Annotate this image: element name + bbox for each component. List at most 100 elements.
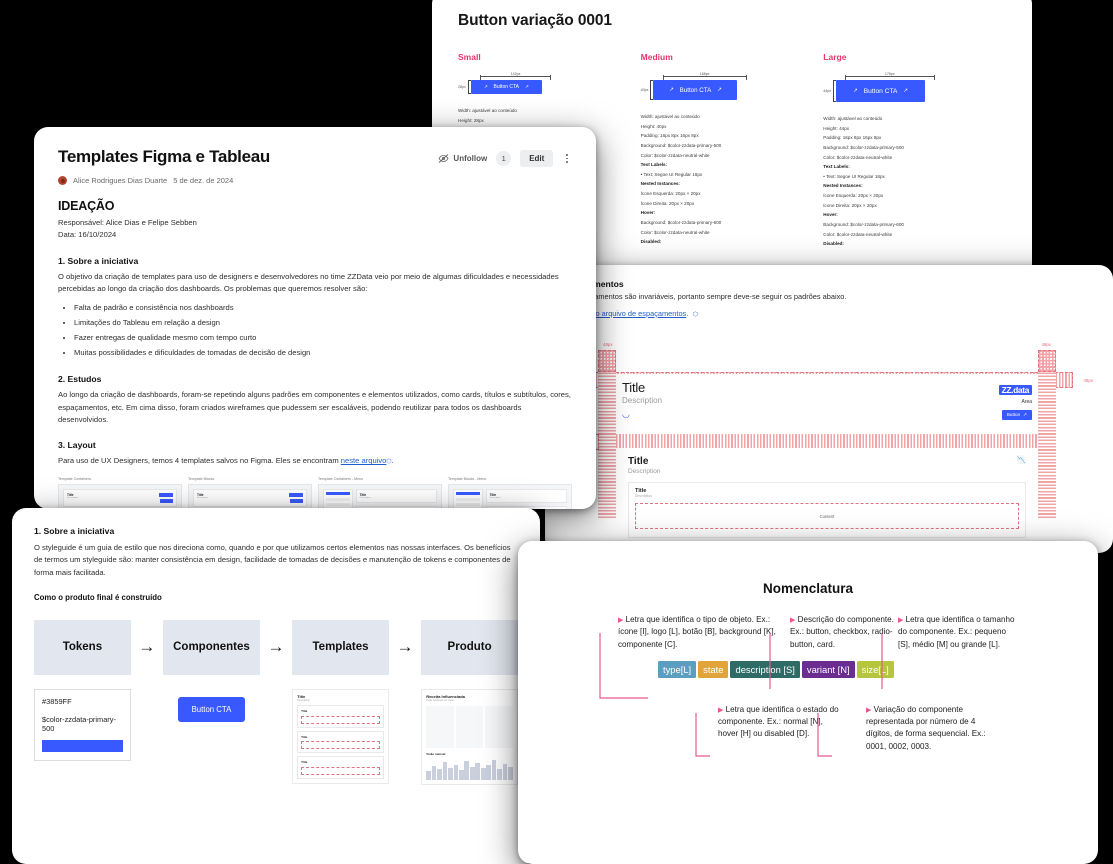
- spec-item: Width: ajustável ao conteúdo: [823, 116, 883, 121]
- template-thumbnail[interactable]: Template Blocks Title Description: [188, 477, 312, 509]
- arrow-up-right-icon: ↗: [669, 87, 674, 93]
- button-cta-large-label: Button CTA: [863, 87, 898, 95]
- heading-sobre-iniciativa: 1. Sobre a iniciativa: [34, 526, 115, 536]
- spec-item: Height: 40px: [640, 123, 667, 129]
- flow-step-label: Templates: [292, 619, 389, 675]
- mini-sidebar: [323, 488, 353, 509]
- dashboard-panel: [426, 705, 454, 748]
- chip-description: description [S]: [730, 660, 800, 678]
- page-title: Templates Figma e Tableau: [58, 147, 270, 166]
- mini-title: Title: [359, 492, 367, 497]
- thumbnail-body: Title Description: [188, 483, 312, 509]
- spec-item: Ícone Direita: 20px × 20px: [640, 200, 695, 206]
- paragraph-layout: Para uso de UX Designers, temos 4 templa…: [58, 455, 572, 468]
- arrow-right-icon: ▶: [718, 706, 724, 714]
- note-size: ▶ Letra que identifica o tamanho do comp…: [898, 614, 1018, 651]
- nomenclature-chip-row: type[L] state description [S] variant [N…: [540, 660, 1076, 678]
- button-cta-sample[interactable]: Button CTA: [177, 696, 246, 722]
- flow-step-templates: Templates Title Description Title Title: [292, 619, 389, 784]
- dashboard-subtitle: Visão detalhada por canal: [426, 698, 454, 702]
- mini-title: Title: [297, 693, 306, 699]
- dashboard-panel: [485, 705, 513, 748]
- spec-heading: Text Labels:: [640, 162, 668, 168]
- card-header: Templates Figma e Tableau Unfollow 1: [58, 147, 572, 167]
- spec-list-medium: Width: ajustável ao conteúdo Height: 40p…: [641, 112, 814, 247]
- espacamentos-heading: Espaçamentos: [563, 279, 1095, 289]
- figma-archive-link[interactable]: neste arquivo: [340, 456, 387, 466]
- unfollow-button[interactable]: Unfollow: [438, 154, 487, 163]
- template-thumbnail-row: Template Containers Title Description Co…: [58, 477, 572, 509]
- follow-count-badge[interactable]: 1: [496, 151, 512, 166]
- template-thumbnail[interactable]: Template Containers Title Description Co…: [58, 477, 182, 509]
- filter-icon[interactable]: ◡: [622, 409, 630, 419]
- thumbnail-caption: Template Containers - Menu: [318, 476, 364, 481]
- espacamentos-link[interactable]: Link para o arquivo de espaçamentos: [563, 309, 687, 318]
- flow-step-componentes: Componentes Button CTA: [163, 619, 260, 722]
- spec-heading: Text Labels:: [823, 164, 850, 170]
- arrow-up-right-icon: ↗: [1023, 411, 1027, 417]
- area-label: Area: [1021, 399, 1032, 405]
- spec-item: Padding: 16px 8px 16px 8px: [823, 135, 882, 141]
- mini-title: Title: [301, 760, 308, 765]
- wireframe-content-slot: Content: [635, 503, 1019, 529]
- spec-heading: Disabled:: [640, 239, 662, 245]
- size-label-small: Small: [458, 52, 481, 62]
- thumbnail-body: Title Description: [448, 483, 572, 509]
- publish-date: 5 de dez. de 2024: [173, 176, 234, 185]
- thumbnail-caption: Template Containers: [58, 476, 91, 481]
- mini-content-slot: [301, 715, 380, 724]
- note-variant-text: Variação do componente representada por …: [866, 704, 986, 751]
- button-cta-small[interactable]: ↗ Button CTA ↗: [470, 80, 542, 94]
- button-cta-large[interactable]: ↗ Button CTA ↗: [836, 80, 926, 102]
- width-measure-large: 176px: [884, 72, 895, 76]
- paragraph-layout-pre: Para uso de UX Designers, temos 4 templa…: [58, 456, 341, 466]
- button-demo-small: 142px 28px ↗ Button CTA ↗: [458, 72, 631, 94]
- spec-item: Ícone Esquerda: 20px × 20px: [640, 191, 701, 197]
- mini-title: Title: [301, 734, 308, 739]
- button-size-columns: Small 142px 28px ↗: [458, 52, 1006, 249]
- button-column-large: Large 176px 44px ↗: [823, 52, 1006, 249]
- width-measure-small: 142px: [510, 72, 521, 76]
- edit-button[interactable]: Edit: [520, 150, 554, 167]
- mini-title: Title: [301, 709, 308, 714]
- telas-label: Telas: [563, 333, 1095, 342]
- arrow-up-right-icon: ↗: [717, 87, 722, 93]
- paragraph-estudos: Ao longo da criação de dashboards, foram…: [58, 390, 571, 424]
- size-label-medium: Medium: [640, 52, 673, 62]
- mini-desc: Description: [197, 497, 208, 500]
- template-thumbnail[interactable]: Template Containers - Menu Title: [318, 477, 442, 509]
- trend-chart-icon: 📉: [1017, 457, 1026, 464]
- spec-item: Color: $color-zzdata-neutral-white: [823, 231, 893, 237]
- template-preview-thumbnail: Title Description Title Title Title: [292, 688, 389, 784]
- measure-line-large: [845, 75, 935, 80]
- spec-heading: Nested Instances:: [640, 181, 680, 187]
- width-measure-medium: 168px: [699, 72, 710, 76]
- chip-type: type[L]: [658, 660, 697, 678]
- token-swatch: [42, 739, 123, 752]
- button-cta-medium[interactable]: ↗ Button CTA ↗: [653, 80, 738, 100]
- spec-list-large: Width: ajustável ao conteúdo Height: 44p…: [823, 114, 996, 249]
- spec-list-small: Width: ajustável ao conteúdo Height: 28p…: [458, 106, 631, 125]
- arrow-up-right-icon: ↗: [483, 84, 488, 89]
- list-item: Muitas possibilidades e dificuldades de …: [74, 346, 572, 361]
- chip-variant: variant [N]: [801, 660, 855, 678]
- heading-sobre-iniciativa: 1. Sobre a iniciativa: [58, 255, 139, 266]
- wireframe-button[interactable]: Button ↗: [1001, 409, 1032, 420]
- spacing-label-top-right: 48px: [1041, 342, 1051, 347]
- mini-title: Title: [489, 492, 497, 497]
- section-heading-ideacao: IDEAÇÃO: [58, 199, 115, 213]
- arrow-right-icon: ▶: [790, 617, 796, 624]
- wireframe-title: Title: [622, 380, 646, 395]
- thumbnail-body: Title Description Content Title: [58, 483, 182, 509]
- paragraph-layout-post: .: [391, 456, 394, 466]
- spec-item: Background: $color-zzdata-primary-600: [640, 220, 722, 226]
- card-templates-figma-tableau: Templates Figma e Tableau Unfollow 1: [34, 127, 596, 509]
- note-type-text: Letra que identifica o tipo de objeto. E…: [618, 615, 776, 649]
- arrow-right-icon: ▶: [898, 617, 904, 624]
- spec-item: Background: $color-zzdata-primary-600: [823, 222, 904, 228]
- page-title: Button variação 0001: [458, 12, 612, 29]
- thumbnail-caption: Template Blocks - Menu: [448, 476, 487, 481]
- note-size-text: Letra que identifica o tamanho do compon…: [898, 615, 1015, 649]
- more-options-icon[interactable]: [562, 154, 572, 163]
- template-thumbnail[interactable]: Template Blocks - Menu Title: [448, 477, 572, 509]
